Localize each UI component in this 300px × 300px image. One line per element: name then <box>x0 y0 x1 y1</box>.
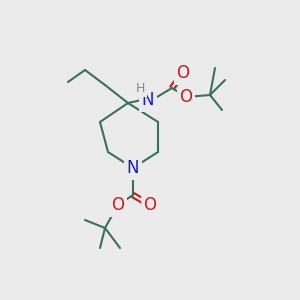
Text: N: N <box>142 91 154 109</box>
Text: O: O <box>112 196 124 214</box>
Text: N: N <box>127 159 139 177</box>
Text: H: H <box>135 82 145 95</box>
Text: O: O <box>143 196 157 214</box>
Text: O: O <box>179 88 193 106</box>
Text: O: O <box>176 64 190 82</box>
